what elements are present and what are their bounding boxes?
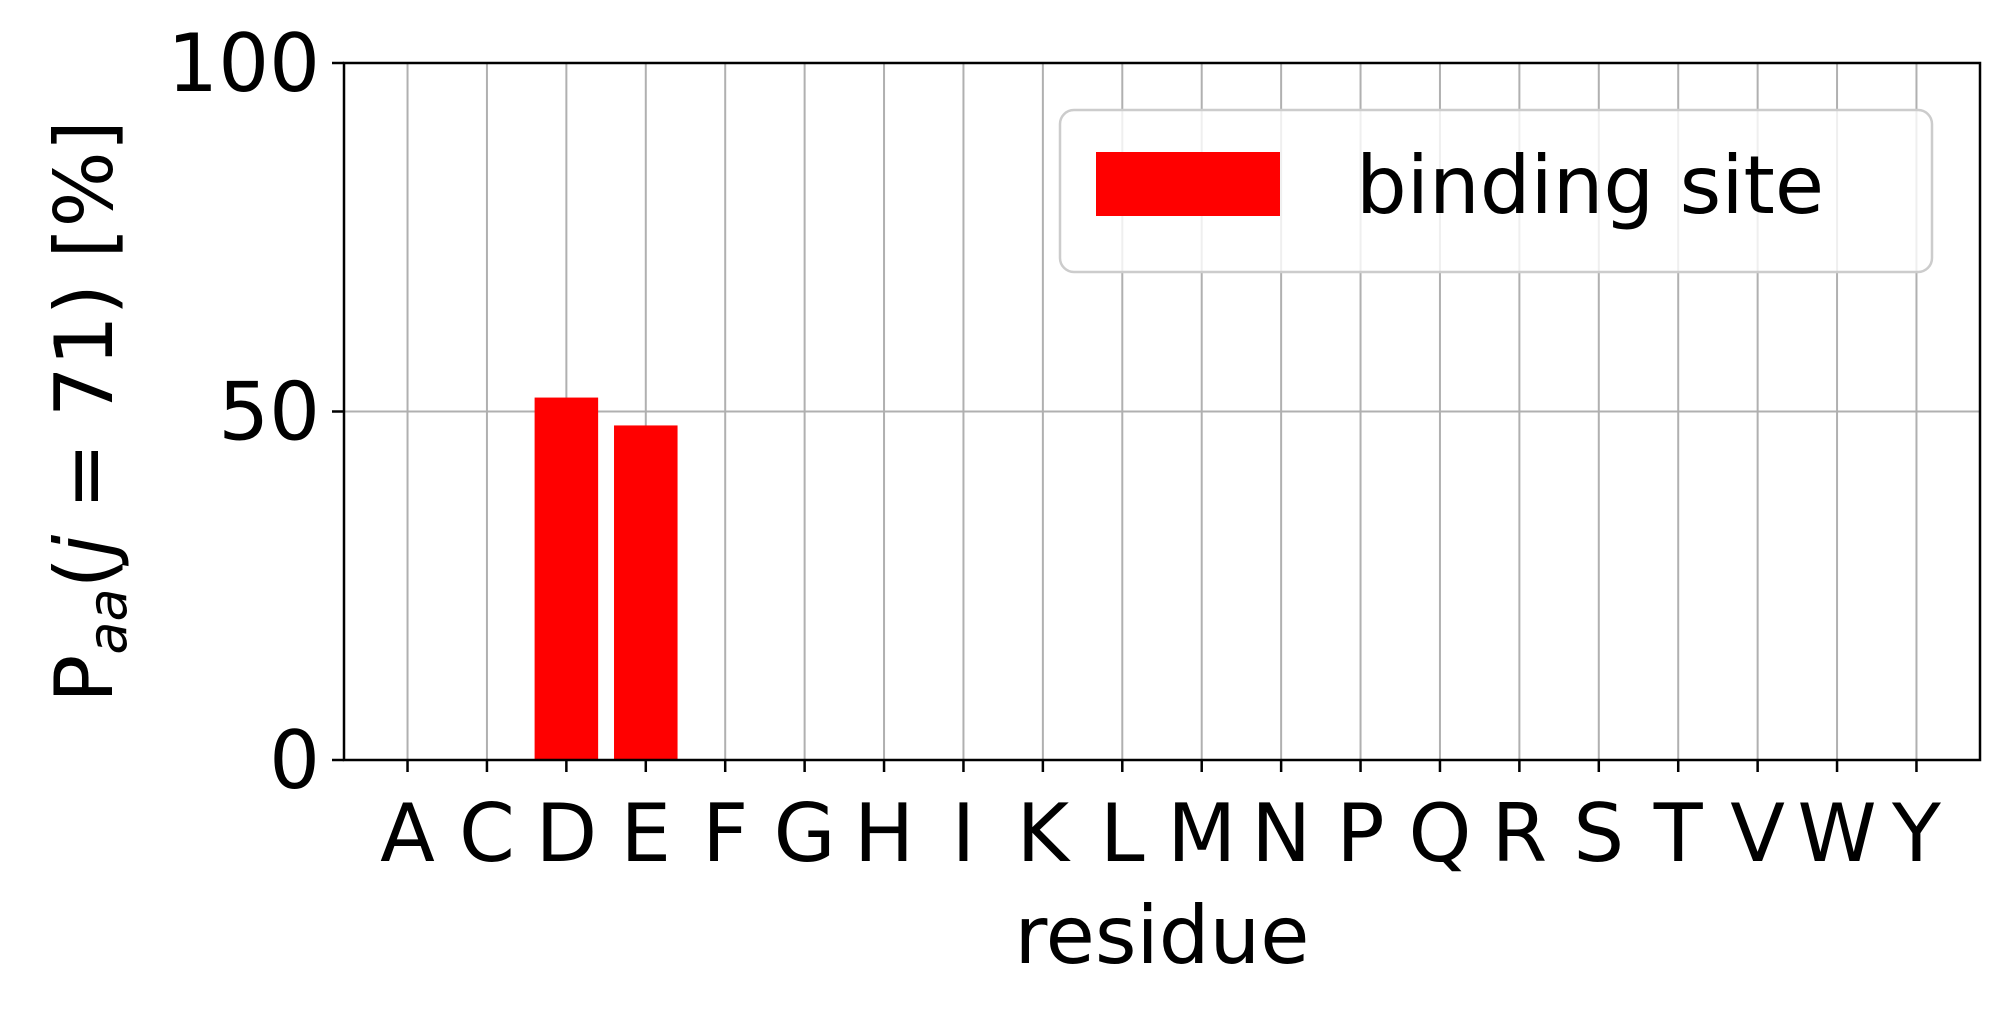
bars bbox=[534, 397, 678, 760]
y-axis-label: Paa(j = 71) [%] bbox=[38, 120, 139, 703]
x-tick-label: L bbox=[1100, 787, 1145, 880]
x-tick-label: N bbox=[1251, 787, 1311, 880]
y-axis-label-main: P bbox=[38, 655, 131, 703]
x-tick-label: G bbox=[774, 787, 836, 880]
x-tick-label: C bbox=[459, 787, 515, 880]
x-tick-label: R bbox=[1492, 787, 1548, 880]
x-tick-label: H bbox=[854, 787, 914, 880]
legend: binding site bbox=[1058, 108, 1934, 274]
x-axis-label: residue bbox=[1015, 889, 1310, 982]
bar-D bbox=[534, 397, 599, 760]
x-tick-label: A bbox=[380, 787, 435, 880]
x-tick-label: I bbox=[952, 787, 976, 880]
legend-box bbox=[1058, 108, 1934, 274]
x-tick-label: Q bbox=[1408, 787, 1471, 880]
x-tick-label: T bbox=[1653, 787, 1704, 880]
x-tick-label: S bbox=[1573, 787, 1624, 880]
x-tick-label: D bbox=[536, 787, 598, 880]
y-tick-label: 50 bbox=[218, 366, 320, 459]
y-tick-label: 100 bbox=[167, 17, 320, 110]
y-axis-label-sub: aa bbox=[76, 588, 139, 654]
x-tick-label: P bbox=[1336, 787, 1384, 880]
ticks: A C D E F G H I K L M N P Q R S T V W Y 0 50 100 bbox=[167, 17, 1942, 880]
x-tick-label: Y bbox=[1891, 787, 1942, 880]
legend-label: binding site bbox=[1356, 139, 1824, 232]
y-tick-label: 0 bbox=[269, 714, 320, 807]
y-axis-label-rest: = 71) [%] bbox=[38, 120, 131, 535]
legend-swatch bbox=[1096, 152, 1280, 216]
x-tick-label: E bbox=[621, 787, 672, 880]
x-tick-label: W bbox=[1797, 787, 1876, 880]
bar-E bbox=[614, 425, 678, 760]
x-tick-label: M bbox=[1167, 787, 1236, 880]
x-tick-label: K bbox=[1017, 787, 1072, 880]
x-tick-label: F bbox=[702, 787, 748, 880]
y-axis-label-open: ( bbox=[38, 557, 131, 588]
x-tick-label: V bbox=[1730, 787, 1785, 880]
